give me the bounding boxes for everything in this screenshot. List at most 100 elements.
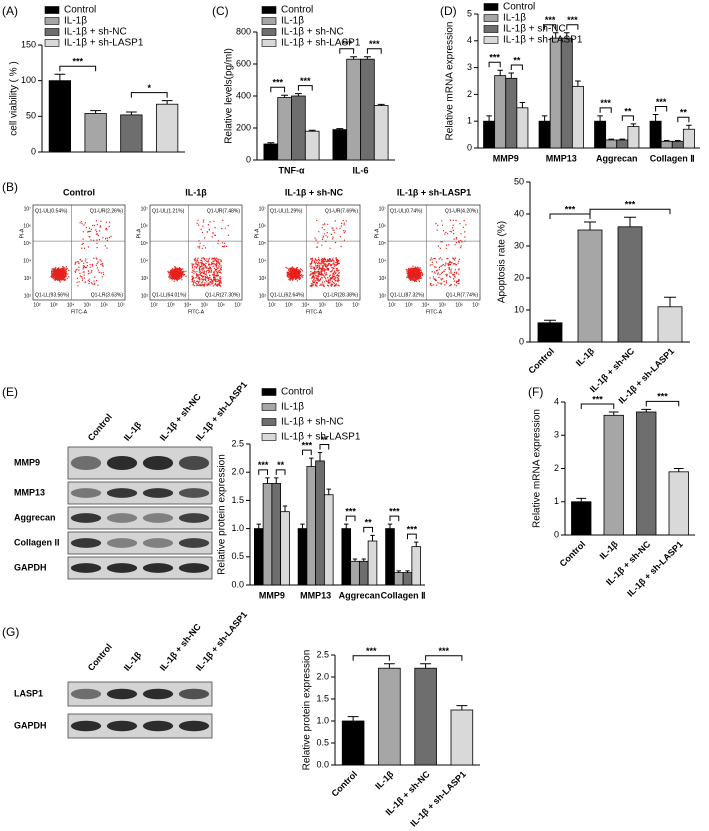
bar [263,143,279,161]
error-bar [486,115,492,122]
legend-swatch [261,418,277,426]
error-bar [350,56,358,60]
bar [84,113,107,153]
significance-bracket [352,655,390,661]
flow-y-tick: 10⁷ [141,206,149,212]
error-bar [624,216,636,227]
legend-label: IL-1β + sh-NC [503,24,566,35]
blot-band [142,538,174,548]
flow-y-tick: 10² [259,293,267,299]
flow-y-label: PI-A [374,228,380,238]
x-tick-label: IL-1β [574,346,597,369]
blot-band [178,455,210,471]
row-label: GAPDH [14,562,47,572]
y-tick-label: 2.0 [231,467,244,477]
flow-events [285,219,347,287]
flow-x-tick: 10³ [167,302,175,308]
blot-band [178,538,210,548]
flow-x-tick: 10⁴ [302,302,310,308]
bar [617,226,643,343]
significance-bracket [345,515,356,522]
flow-x-tick: 10² [150,302,158,308]
error-bar [267,142,275,144]
y-tick-label: 1.0 [316,715,329,725]
legend-swatch [483,14,499,22]
quadrant-label: Q1-LL(93.56%) [35,292,70,298]
panel-label: (D) [440,4,457,18]
y-axis-label: cell viability ( % ) [9,61,20,135]
blot-band [106,720,138,732]
x-tick-label: MMP13 [300,590,331,600]
flow-y-label: PI-A [19,228,25,238]
lane-label: IL-1β + sh-LASP1 [194,609,249,672]
row-label: GAPDH [14,720,47,730]
error-bar [54,73,66,81]
flow-y-tick: 10³ [379,276,387,282]
bar [414,667,437,766]
significance-bracket [339,48,355,54]
error-bar [576,497,587,502]
significance-label: *** [625,200,636,210]
flow-x-tick: 10⁶ [335,302,343,308]
flow-x-tick: 10⁴ [67,302,75,308]
quadrant-label: Q1-UR(2.26%) [90,208,123,214]
blot-strip [67,481,213,505]
error-bar [552,32,559,39]
x-tick-label: Aggrecan [596,153,638,163]
bar [341,720,365,766]
bar [367,540,378,586]
blot-band [106,538,138,548]
flow-y-tick: 10² [379,293,387,299]
flow-x-tick: 10² [268,302,276,308]
significance-bracket [363,526,373,533]
x-tick-label: Control [526,346,556,376]
bar [378,667,401,766]
blot-band [178,720,210,732]
legend-swatch [44,39,60,47]
y-tick-label: 0 [31,146,36,156]
significance-label: ** [365,518,373,528]
flow-x-tick: 10⁶ [100,302,108,308]
y-axis-label: Relative mRNA expression [532,409,543,528]
bar [516,107,529,149]
error-bar [336,128,344,130]
legend-swatch [261,403,277,411]
legend-label: Control [64,5,96,16]
significance-bracket [389,515,400,522]
significance-label: *** [341,39,352,49]
bar [571,501,592,536]
flow-x-tick: 10⁶ [455,302,463,308]
quadrant-label: Q1-UR(4.20%) [445,208,478,214]
legend-swatch [261,433,277,441]
significance-bracket [621,115,634,121]
y-tick-label: 0.0 [316,759,329,769]
legend-label: IL-1β [503,13,526,24]
error-bar [508,72,515,79]
flow-y-tick: 10⁵ [378,241,386,247]
legend-label: IL-1β + sh-LASP1 [281,432,361,443]
error-bar [282,505,288,512]
row-label: LASP1 [14,688,43,698]
bar [411,546,422,586]
y-tick-label: 4 [467,35,472,45]
quadrant-label: Q1-LR(28.38%) [323,292,358,298]
bar [346,58,361,161]
y-tick-label: 30 [514,240,524,250]
legend-label: IL-1β [64,16,87,27]
y-tick-label: 1.0 [231,523,244,533]
bar [271,483,282,586]
legend-swatch [44,6,60,14]
flow-title: Control [63,187,95,197]
flow-y-tick: 10³ [24,276,32,282]
error-bar [664,296,676,307]
y-tick-label: 0 [467,142,472,152]
legend-swatch [261,28,277,36]
error-bar [387,523,393,529]
x-tick-label: MMP13 [546,153,577,163]
x-tick-label: Control [558,539,588,569]
quadrant-label: Q1-LR(3.63%) [91,292,124,298]
legend-label: IL-1β [281,16,304,27]
y-tick-label: 0.0 [231,579,244,589]
significance-bracket [319,443,330,450]
flow-x-tick: 10³ [285,302,293,308]
